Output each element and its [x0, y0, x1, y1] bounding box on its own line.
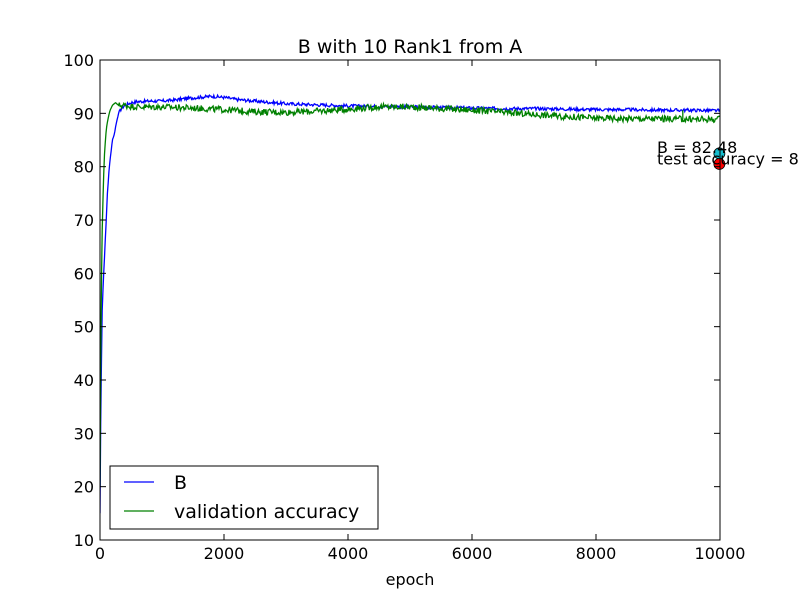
x-tick-label: 4000 — [328, 544, 369, 563]
legend-label-b: B — [174, 472, 187, 494]
chart-title: B with 10 Rank1 from A — [298, 36, 523, 58]
y-tick-label: 60 — [74, 264, 94, 283]
x-tick-label: 0 — [95, 544, 105, 563]
y-tick-label: 40 — [74, 371, 94, 390]
y-tick-label: 80 — [74, 158, 94, 177]
y-tick-label: 20 — [74, 478, 94, 497]
y-tick-label: 30 — [74, 424, 94, 443]
annotation-0: B = 82.48 — [657, 138, 737, 157]
x-tick-label: 2000 — [204, 544, 245, 563]
legend: B validation accuracy — [109, 465, 379, 530]
y-tick-label: 100 — [63, 51, 94, 70]
y-tick-label: 90 — [74, 104, 94, 123]
y-tick-label: 50 — [74, 318, 94, 337]
x-tick-label: 6000 — [452, 544, 493, 563]
y-tick-label: 10 — [74, 531, 94, 550]
annotation-1: test accuracy = 8 — [657, 150, 799, 169]
legend-box — [109, 465, 379, 530]
series-line-validation-accuracy — [100, 101, 720, 487]
legend-label-validation: validation accuracy — [174, 501, 359, 523]
series-line-b — [100, 93, 720, 514]
x-axis-label: epoch — [386, 570, 435, 589]
x-tick-label: 10000 — [695, 544, 746, 563]
x-tick-label: 8000 — [576, 544, 617, 563]
plot-frame — [99, 59, 721, 541]
y-tick-label: 70 — [74, 211, 94, 230]
